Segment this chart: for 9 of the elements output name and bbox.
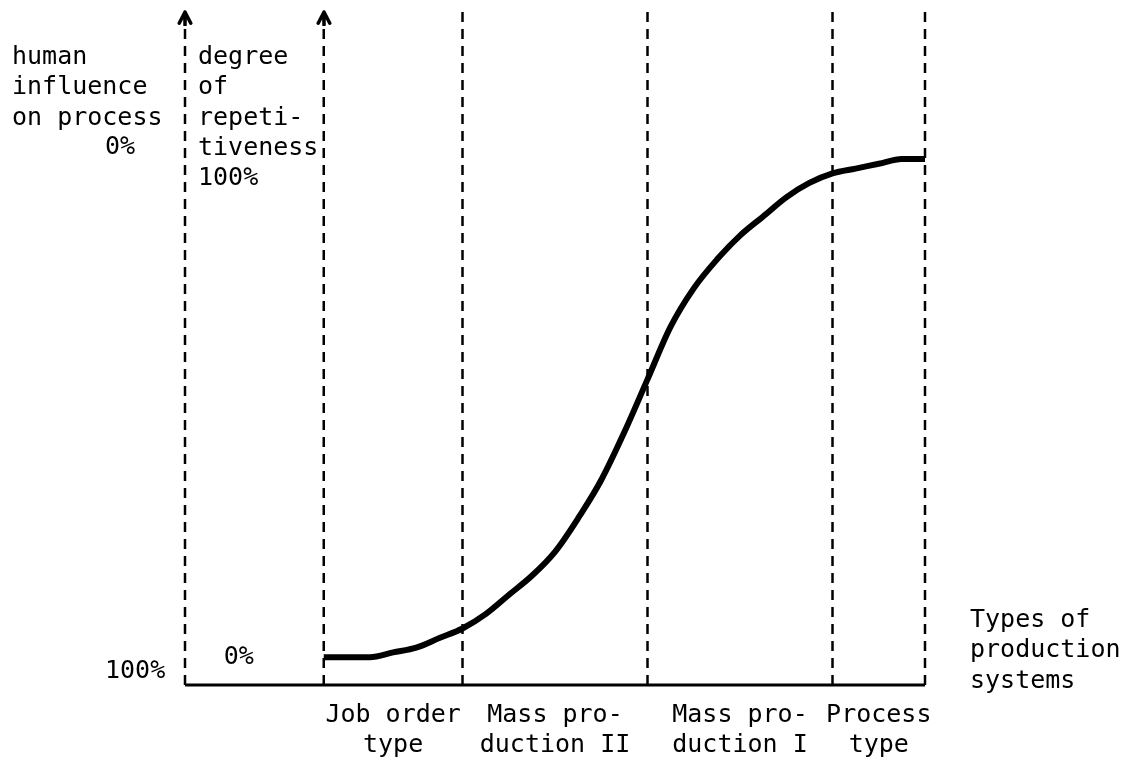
x-axis-title: Types of production systems (970, 603, 1121, 694)
x-tick-label: Mass pro- duction II (479, 698, 631, 758)
x-tick-label: Process type (826, 698, 932, 758)
y2-tick-label: 0% (105, 131, 136, 161)
y-axis-title: degree of repeti- tiveness (198, 40, 319, 161)
y2-tick-label: 100% (105, 655, 166, 685)
y2-axis-title: human influence on process (12, 40, 163, 131)
x-tick-label: Job order type (325, 698, 461, 758)
x-tick-label: Mass pro- duction I (672, 698, 808, 758)
